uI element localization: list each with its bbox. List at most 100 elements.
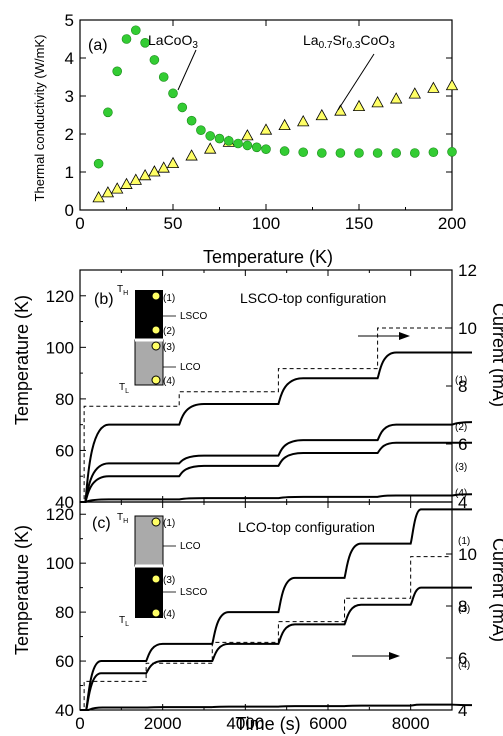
panel-c-ylabel-left: Temperature (K) <box>12 525 32 655</box>
lsco-point <box>334 104 347 116</box>
b-series-label-1: (1) <box>455 375 467 386</box>
temperature-line <box>80 493 473 503</box>
current-ytick-label: 4 <box>458 493 467 512</box>
panel-c: 0 2000 4000 6000 8000 40 60 80 100 120 4 6 8 10 (c) L… <box>12 501 503 734</box>
current-ytick-label: 10 <box>458 319 477 338</box>
inset-c-bottom-layer: LSCO <box>180 587 207 598</box>
lco-point <box>242 140 253 151</box>
inset-b-label-3: (3) <box>163 342 175 353</box>
lco-point <box>149 55 160 65</box>
inset-b-top-layer: LSCO <box>180 311 207 322</box>
panel-b-label: (b) <box>94 291 114 308</box>
panel-a-points <box>92 25 459 203</box>
a-ytick-label: 4 <box>65 49 74 68</box>
current-ytick-label: 8 <box>458 597 467 616</box>
panel-a-label: (a) <box>88 37 108 54</box>
temperature-line <box>80 421 473 503</box>
a-xtick-label: 200 <box>438 214 466 233</box>
temp-ytick-label: 80 <box>55 390 74 409</box>
lco-point <box>372 148 383 158</box>
temp-ytick-label: 80 <box>55 603 74 622</box>
inset-b-label-1: (1) <box>163 293 175 304</box>
lsco-point <box>259 123 273 135</box>
temperature-line <box>80 508 472 711</box>
inset-c-sensor-4 <box>151 608 161 618</box>
lsco-point <box>390 92 403 104</box>
lco-point <box>233 138 243 149</box>
time-xtick-label: 6000 <box>309 714 347 733</box>
lco-point <box>316 148 327 158</box>
current-line <box>80 327 452 503</box>
inset-c-sensor-1 <box>151 517 161 527</box>
panel-b-config-title: LSCO-top configuration <box>240 290 386 306</box>
c-series-label-4: (4) <box>458 660 470 671</box>
a-ytick-label: 3 <box>65 87 74 106</box>
panel-b-ticks: 40 60 80 100 120 4 6 8 10 12 <box>46 261 477 512</box>
a-xtick-label: 50 <box>164 214 183 233</box>
lco-point <box>251 142 262 153</box>
lsco-point <box>241 129 254 141</box>
panel-b-ylabel-left: Temperature (K) <box>12 295 32 425</box>
lco-point <box>409 148 420 158</box>
lco-point <box>214 133 225 144</box>
current-ytick-label: 8 <box>458 377 467 396</box>
temp-ytick-label: 120 <box>46 505 74 524</box>
lsco-point <box>278 118 291 131</box>
lco-point <box>224 136 234 146</box>
lsco-point <box>427 81 440 93</box>
lco-point <box>205 131 215 141</box>
inset-c-tl: TL <box>119 615 129 628</box>
a-ytick-label: 1 <box>65 163 74 182</box>
lco-point <box>279 146 290 156</box>
b-series-label-4: (4) <box>455 488 467 499</box>
inset-c-label-4: (4) <box>163 609 175 620</box>
lco-point <box>447 147 457 157</box>
temperature-line <box>80 703 473 711</box>
temp-ytick-label: 100 <box>46 554 74 573</box>
lsco-point <box>92 191 105 203</box>
temp-ytick-label: 100 <box>46 338 74 357</box>
panel-c-inset: TH (1) (3) (4) LCO LSCO TL <box>117 512 207 628</box>
lsco-point <box>371 96 384 108</box>
time-xtick-label: 2000 <box>144 714 182 733</box>
current-ytick-label: 6 <box>458 435 467 454</box>
current-ytick-label: 12 <box>458 261 477 280</box>
a-xtick-label: 0 <box>75 214 84 233</box>
lsco-point <box>129 173 142 185</box>
inset-b-tl: TL <box>119 382 129 395</box>
annotation-lacoo3: LaCoO3 <box>148 32 198 51</box>
lco-point <box>177 102 188 113</box>
temp-ytick-label: 60 <box>55 652 74 671</box>
b-series-label-2: (2) <box>455 422 467 433</box>
lco-point <box>335 148 346 158</box>
lco-point <box>131 25 141 36</box>
temp-ytick-label: 60 <box>55 441 74 460</box>
inset-b-sensor-2 <box>151 325 161 335</box>
lsco-point <box>408 87 421 99</box>
panel-c-ylabel-right: Current (mA) <box>489 538 503 642</box>
inset-b-label-4: (4) <box>163 376 175 387</box>
temp-ytick-label: 120 <box>46 287 74 306</box>
panel-b-lines <box>80 327 473 503</box>
lco-point <box>158 72 169 82</box>
b-series-label-3: (3) <box>455 462 467 473</box>
inset-b-th: TH <box>117 284 128 297</box>
inset-c-sensor-3 <box>151 574 161 584</box>
lco-point <box>391 148 402 158</box>
lco-point <box>354 148 364 158</box>
c-series-label-3: (3) <box>458 604 470 615</box>
lsco-point <box>148 165 161 177</box>
lsco-point <box>315 108 328 121</box>
panel-b-inset: TH (1) (2) (3) (4) LSCO LCO TL <box>117 284 207 395</box>
inset-b-sensor-1 <box>151 291 161 301</box>
lco-point <box>196 125 206 135</box>
a-ytick-label: 5 <box>65 11 74 30</box>
a-ytick-label: 2 <box>65 125 74 144</box>
lsco-point <box>138 168 152 181</box>
lsco-point <box>157 161 170 173</box>
annotation-lacoo3-leader <box>177 49 197 91</box>
panel-a-ticks: 0 50 100 150 200 0 1 2 3 4 5 <box>65 11 467 233</box>
lsco-point <box>185 149 198 161</box>
panel-b-ylabel-right: Current (mA) <box>489 303 503 407</box>
